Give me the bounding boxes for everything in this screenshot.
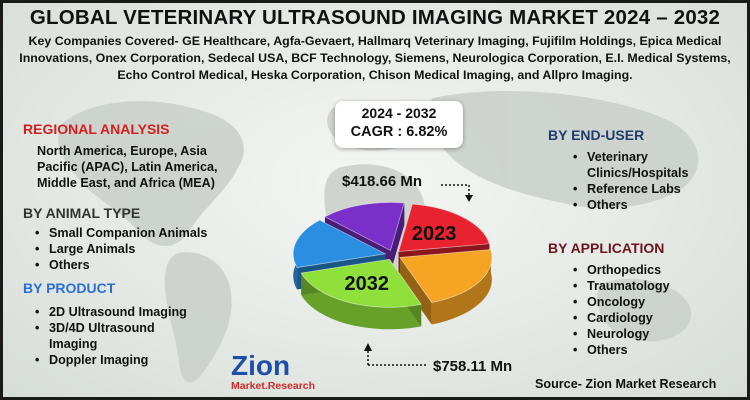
list-item: Oncology <box>571 294 721 310</box>
value-label-2032: $758.11 Mn <box>433 358 513 375</box>
page-title: GLOBAL VETERINARY ULTRASOUND IMAGING MAR… <box>29 6 721 29</box>
list-item: Neurology <box>571 326 721 342</box>
pie-slice-side <box>431 249 492 325</box>
value-label-2023: $418.66 Mn <box>342 173 423 190</box>
list-item: Reference Labs <box>571 181 721 197</box>
pie-slice-wall <box>399 257 432 325</box>
end-user-heading: BY END-USER <box>548 127 645 143</box>
arrowhead-2032 <box>364 343 372 351</box>
pie-slice-side <box>301 273 422 330</box>
cagr-period: 2024 - 2032 <box>361 105 437 121</box>
arrowhead-2023 <box>465 195 473 202</box>
zion-logo: Zion Market.Research <box>225 349 335 393</box>
end-user-list: Veterinary Clinics/Hospitals Reference L… <box>571 149 721 213</box>
pie-slice-label: 2032 <box>345 273 390 295</box>
list-item: Doppler Imaging <box>33 352 193 368</box>
cagr-row: CAGR : 6.82% <box>335 124 463 140</box>
key-companies-text: Key Companies Covered- GE Healthcare, Ag… <box>19 34 731 82</box>
application-heading: BY APPLICATION <box>548 240 665 256</box>
list-item: Small Companion Animals <box>33 225 243 241</box>
application-list: Orthopedics Traumatology Oncology Cardio… <box>571 262 721 358</box>
source-text: Source- Zion Market Research <box>535 377 717 391</box>
cagr-box: 2024 - 2032 CAGR : 6.82% <box>335 101 463 148</box>
list-item: Large Animals <box>33 241 243 257</box>
list-item: 3D/4D Ultrasound Imaging <box>33 320 193 352</box>
product-list: 2D Ultrasound Imaging 3D/4D Ultrasound I… <box>33 304 193 368</box>
pie-slice <box>399 249 493 303</box>
north-america-shape <box>58 101 244 246</box>
list-item: Orthopedics <box>571 262 721 278</box>
pie-slice <box>398 203 490 253</box>
list-item: Others <box>571 197 721 213</box>
list-item: Others <box>571 342 721 358</box>
pie-slice-label: 2023 <box>412 223 457 245</box>
list-item: 2D Ultrasound Imaging <box>33 304 193 320</box>
list-item: Cardiology <box>571 310 721 326</box>
pie-slice <box>292 219 387 268</box>
list-item: Veterinary Clinics/Hospitals <box>571 149 721 181</box>
arrow-2023 <box>441 184 470 197</box>
pie-slice <box>324 202 405 252</box>
regional-analysis-text: North America, Europe, Asia Pacific (APA… <box>37 144 218 190</box>
pie-chart: 2023 2032 <box>292 202 493 330</box>
regional-analysis-heading: REGIONAL ANALYSIS <box>23 121 170 137</box>
cagr-value: 6.82% <box>406 124 448 140</box>
logo-tagline: Market.Research <box>231 380 315 392</box>
product-heading: BY PRODUCT <box>23 280 116 296</box>
pie-slice <box>300 258 422 308</box>
zion-logo-graphic: Zion Market.Research <box>231 350 315 392</box>
animal-type-heading: BY ANIMAL TYPE <box>23 205 141 221</box>
list-item: Traumatology <box>571 278 721 294</box>
list-item: Others <box>33 257 243 273</box>
annotation-arrows <box>364 184 473 366</box>
logo-name: Zion <box>231 350 290 381</box>
animal-type-list: Small Companion Animals Large Animals Ot… <box>33 225 243 273</box>
cagr-label: CAGR : <box>350 124 403 140</box>
pie-slice-wall <box>390 202 405 273</box>
arrow-2032 <box>367 349 427 366</box>
